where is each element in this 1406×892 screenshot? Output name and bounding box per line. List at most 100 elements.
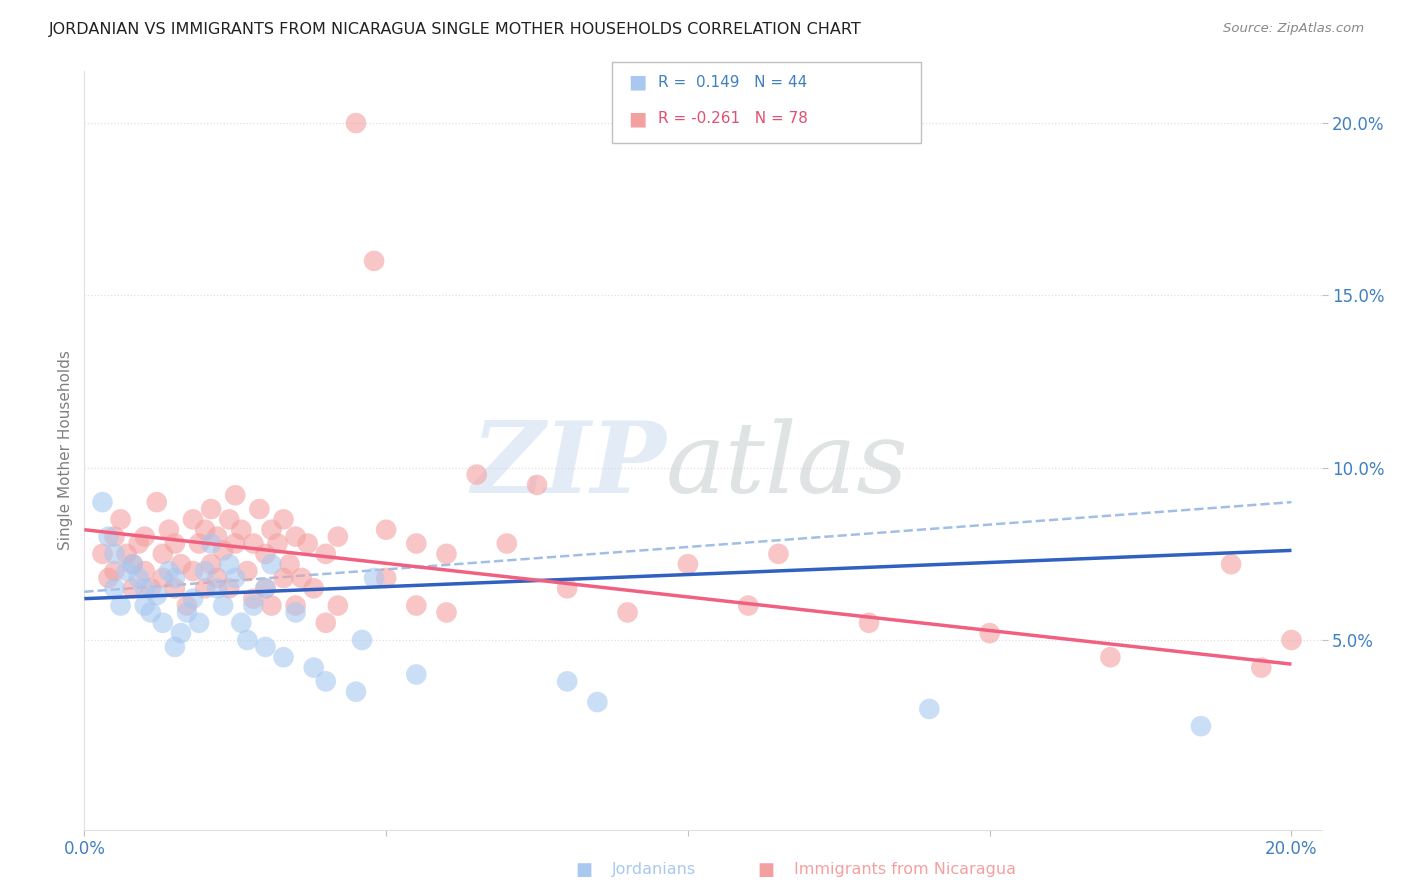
Point: [200, 557, 222, 572]
Point: [181, 512, 204, 526]
Point: [242, 536, 264, 550]
Text: ■: ■: [628, 109, 647, 128]
Point: [231, 615, 253, 630]
Point: [157, 523, 180, 537]
Text: R = -0.261   N = 78: R = -0.261 N = 78: [658, 112, 808, 126]
Point: [134, 530, 156, 544]
Point: [188, 615, 211, 630]
Point: [152, 571, 174, 585]
Point: [103, 547, 125, 561]
Point: [273, 571, 295, 585]
Text: Jordanians: Jordanians: [612, 863, 696, 877]
Point: [212, 543, 235, 558]
Point: [224, 571, 246, 585]
Point: [302, 582, 325, 596]
Point: [121, 557, 143, 572]
Point: [676, 557, 699, 572]
Point: [194, 582, 217, 596]
Point: [231, 523, 253, 537]
Point: [212, 599, 235, 613]
Point: [278, 557, 301, 572]
Point: [363, 253, 385, 268]
Point: [236, 633, 259, 648]
Point: [152, 615, 174, 630]
Point: [315, 615, 337, 630]
Point: [224, 488, 246, 502]
Point: [181, 591, 204, 606]
Point: [266, 536, 288, 550]
Point: [1189, 719, 1212, 733]
Point: [170, 626, 193, 640]
Point: [91, 547, 114, 561]
Point: [146, 588, 169, 602]
Point: [405, 667, 427, 681]
Point: [157, 564, 180, 578]
Point: [163, 640, 186, 654]
Point: [103, 564, 125, 578]
Point: [918, 702, 941, 716]
Point: [188, 536, 211, 550]
Point: [302, 660, 325, 674]
Point: [242, 599, 264, 613]
Point: [218, 582, 240, 596]
Point: [247, 502, 270, 516]
Y-axis label: Single Mother Households: Single Mother Households: [58, 351, 73, 550]
Point: [284, 606, 307, 620]
Point: [326, 599, 349, 613]
Point: [97, 571, 120, 585]
Point: [526, 478, 548, 492]
Point: [375, 571, 398, 585]
Point: [254, 582, 277, 596]
Text: ■: ■: [575, 861, 592, 879]
Point: [97, 530, 120, 544]
Point: [121, 582, 143, 596]
Point: [326, 530, 349, 544]
Point: [737, 599, 759, 613]
Point: [163, 582, 186, 596]
Point: [1250, 660, 1272, 674]
Point: [103, 530, 125, 544]
Point: [134, 564, 156, 578]
Point: [260, 557, 283, 572]
Text: ZIP: ZIP: [471, 417, 666, 514]
Point: [436, 547, 458, 561]
Point: [375, 523, 398, 537]
Point: [1099, 650, 1122, 665]
Point: [205, 571, 228, 585]
Point: [436, 606, 458, 620]
Point: [91, 495, 114, 509]
Point: [121, 557, 143, 572]
Point: [146, 495, 169, 509]
Point: [363, 571, 385, 585]
Point: [273, 650, 295, 665]
Point: [103, 582, 125, 596]
Point: [254, 582, 277, 596]
Point: [200, 536, 222, 550]
Point: [194, 564, 217, 578]
Point: [979, 626, 1001, 640]
Point: [350, 633, 373, 648]
Text: atlas: atlas: [666, 418, 908, 513]
Point: [586, 695, 609, 709]
Point: [405, 599, 427, 613]
Point: [344, 684, 367, 698]
Point: [194, 523, 217, 537]
Point: [236, 564, 259, 578]
Point: [176, 606, 198, 620]
Point: [616, 606, 638, 620]
Point: [181, 564, 204, 578]
Point: [1281, 633, 1303, 648]
Point: [465, 467, 488, 482]
Point: [405, 536, 427, 550]
Point: [134, 599, 156, 613]
Point: [273, 512, 295, 526]
Point: [110, 599, 132, 613]
Point: [139, 582, 162, 596]
Point: [254, 640, 277, 654]
Point: [218, 557, 240, 572]
Text: JORDANIAN VS IMMIGRANTS FROM NICARAGUA SINGLE MOTHER HOUSEHOLDS CORRELATION CHAR: JORDANIAN VS IMMIGRANTS FROM NICARAGUA S…: [49, 22, 862, 37]
Point: [115, 564, 138, 578]
Point: [205, 582, 228, 596]
Text: Source: ZipAtlas.com: Source: ZipAtlas.com: [1223, 22, 1364, 36]
Point: [297, 536, 319, 550]
